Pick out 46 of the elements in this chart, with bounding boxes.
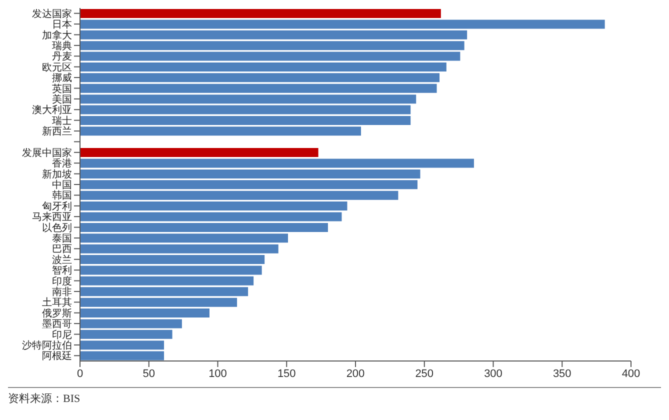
y-tick-label: 波兰 (52, 254, 72, 266)
y-tick-label: 泰国 (52, 234, 72, 245)
y-tick-label: 加拿大 (42, 29, 72, 42)
y-tick-label: 英国 (52, 82, 72, 95)
y-tick-label: 香港 (52, 158, 72, 170)
y-tick-label: 瑞典 (52, 40, 72, 52)
bar (80, 20, 605, 29)
x-tick-label: 250 (415, 368, 434, 380)
y-tick-label: 俄罗斯 (42, 307, 72, 320)
y-tick-label: 欧元区 (42, 62, 72, 74)
y-tick-label: 土耳其 (42, 296, 72, 309)
x-tick-label: 350 (552, 368, 572, 380)
y-tick-label: 南非 (52, 286, 72, 298)
y-tick-label: 以色列 (42, 222, 72, 234)
y-tick-label: 巴西 (52, 244, 72, 256)
y-tick-label: 匈牙利 (42, 200, 72, 212)
bar (80, 148, 318, 158)
y-tick-label: 马来西亚 (32, 211, 72, 224)
x-tick-label: 100 (208, 368, 227, 380)
y-tick-label: 美国 (52, 93, 72, 106)
y-tick-label: 中国 (52, 179, 72, 192)
y-tick-label: 阿根廷 (42, 350, 72, 362)
y-tick-label: 智利 (52, 264, 72, 277)
y-tick-label: 瑞士 (52, 114, 72, 127)
x-tick-label: 150 (277, 368, 296, 380)
text: 资料来源：BIS (8, 392, 82, 406)
y-tick-label: 日本 (52, 18, 72, 31)
x-tick-label: 300 (484, 368, 502, 380)
y-tick-label: 丹麦 (52, 50, 72, 63)
y-tick-label: 发展中国家 (22, 146, 72, 159)
y-tick-label: 挪威 (52, 72, 72, 84)
y-tick-label: 新西兰 (42, 126, 72, 138)
x-tick-label: 200 (346, 368, 365, 380)
y-tick-label: 墨西哥 (42, 319, 72, 330)
y-tick-label: 沙特阿拉伯 (22, 340, 72, 352)
bar (80, 9, 441, 18)
bar (80, 351, 164, 360)
y-tick-label: 新加坡 (42, 168, 72, 180)
x-tick-label: 0 (76, 368, 84, 380)
y-tick-label: 韩国 (52, 190, 72, 202)
y-tick-label: 澳大利亚 (32, 104, 72, 116)
y-tick-label: 印尼 (52, 328, 72, 341)
y-tick-label: 发达国家 (32, 8, 72, 20)
x-tick-label: 50 (142, 368, 155, 380)
y-tick-label: 印度 (52, 275, 72, 288)
x-tick-label: 400 (622, 368, 640, 380)
